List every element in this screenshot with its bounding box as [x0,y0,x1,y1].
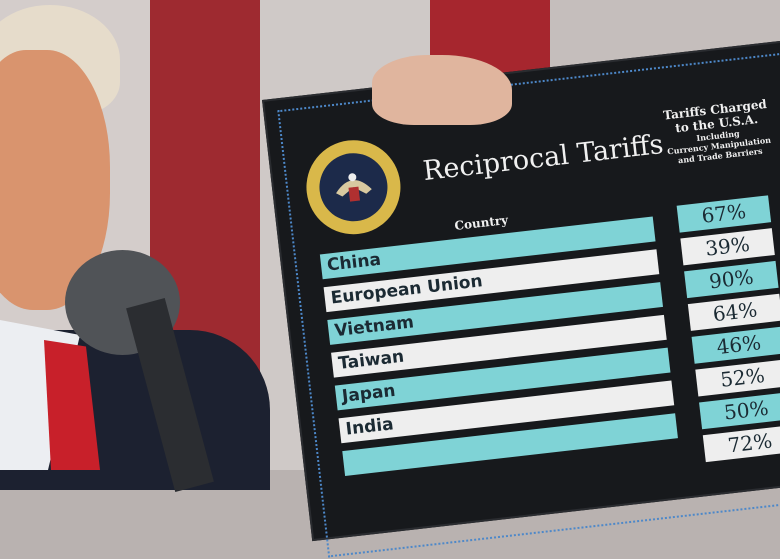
country-name: Taiwan [337,346,406,374]
country-name: China [326,249,382,276]
presidential-seal-icon [306,140,401,235]
country-name: India [344,414,395,440]
reciprocal-tariffs-board: Reciprocal Tariffs Tariffs Charged to th… [262,36,780,558]
country-name: Japan [340,380,397,407]
tariffs-header: Tariffs Charged to the U.S.A. Including … [660,97,776,167]
hand [372,55,512,125]
